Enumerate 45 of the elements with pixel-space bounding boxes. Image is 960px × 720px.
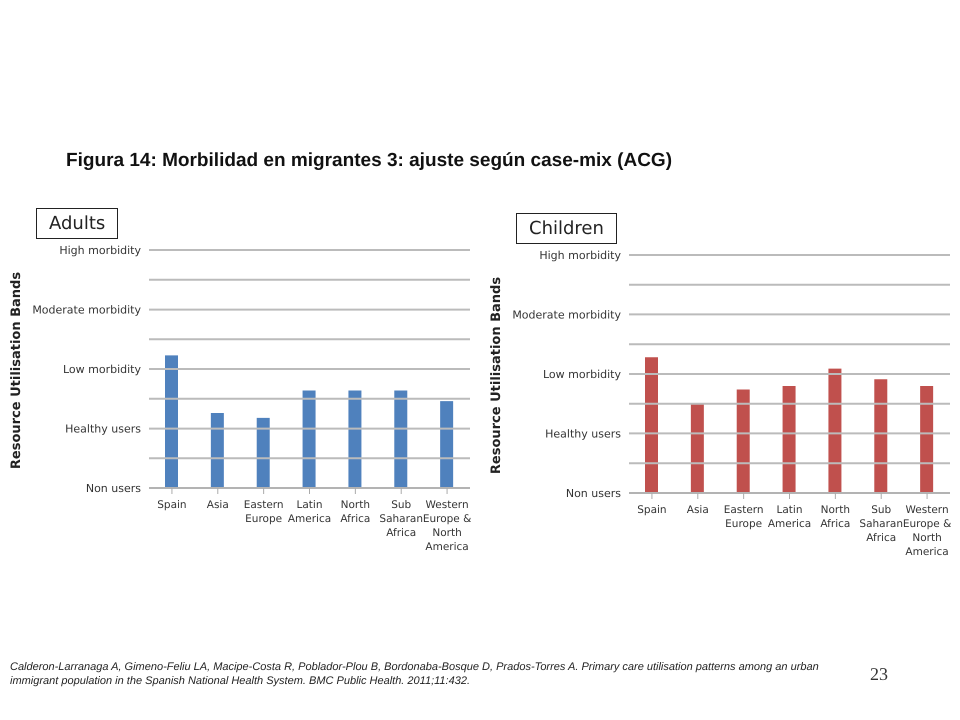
bar: [736, 389, 750, 493]
bar: [690, 403, 704, 493]
ref-line-label: Moderate morbidity: [512, 308, 622, 322]
bar: [874, 379, 888, 493]
bar: [348, 390, 362, 488]
x-tick-label: Sub Saharan Africa: [379, 499, 424, 539]
x-tick-label: Latin America: [768, 504, 812, 530]
ref-line-label: Low morbidity: [62, 363, 142, 376]
bar: [782, 386, 796, 493]
ref-line-label: Healthy users: [65, 422, 142, 436]
x-tick-label: Asia: [206, 499, 229, 511]
x-tick-label: Spain: [637, 504, 667, 516]
x-tick-label: Asia: [686, 504, 709, 516]
x-tick-label: Eastern Europe: [244, 499, 284, 525]
x-tick-label: Spain: [157, 499, 187, 511]
x-tick-label: Western Europe & North America: [902, 504, 952, 558]
x-tick-label: Latin America: [288, 499, 332, 525]
bar: [394, 390, 408, 488]
ref-line-label: High morbidity: [539, 249, 622, 262]
bar: [440, 401, 454, 488]
chart-subtitle: Adults: [36, 208, 118, 239]
bar: [920, 386, 934, 493]
x-tick-label: North Africa: [340, 499, 370, 525]
x-tick-label: Eastern Europe: [724, 504, 764, 530]
text: 23: [870, 664, 888, 685]
chart-subtitle: Children: [516, 213, 617, 244]
x-tick-label: North Africa: [820, 504, 850, 530]
x-tick-label: Sub Saharan Africa: [859, 504, 904, 544]
ref-line-label: Non users: [86, 482, 142, 495]
ref-line-label: Healthy users: [545, 427, 622, 440]
bar: [302, 390, 316, 488]
bar: [210, 413, 224, 488]
ref-line-label: Non users: [566, 487, 622, 500]
text: Calderon-Larranaga A, Gimeno-Feliu LA, Macipe-Costa R, Poblador-Plou B, Bordonaba-Bosque D, Prados-Torres A. Primary care utilisation patterns among an urban immigrant population in the Spanish National Health System. BMC Public Health. 2011;11:432.: [10, 660, 820, 688]
bar: [645, 357, 658, 493]
ref-line-label: Low morbidity: [542, 368, 622, 381]
bar: [165, 355, 178, 488]
bar: [256, 418, 270, 488]
bar: [828, 368, 842, 493]
ref-line-label: Moderate morbidity: [32, 304, 142, 317]
ref-line-label: High morbidity: [59, 244, 142, 257]
y-axis-title: Resource Utilisation Bands: [10, 271, 25, 469]
x-tick-label: Western Europe & North America: [422, 499, 472, 553]
chart-title: Figura 14: Morbilidad en migrantes 3: ajuste según case-mix (ACG): [66, 150, 672, 172]
y-axis-title: Resource Utilisation Bands: [490, 276, 505, 474]
